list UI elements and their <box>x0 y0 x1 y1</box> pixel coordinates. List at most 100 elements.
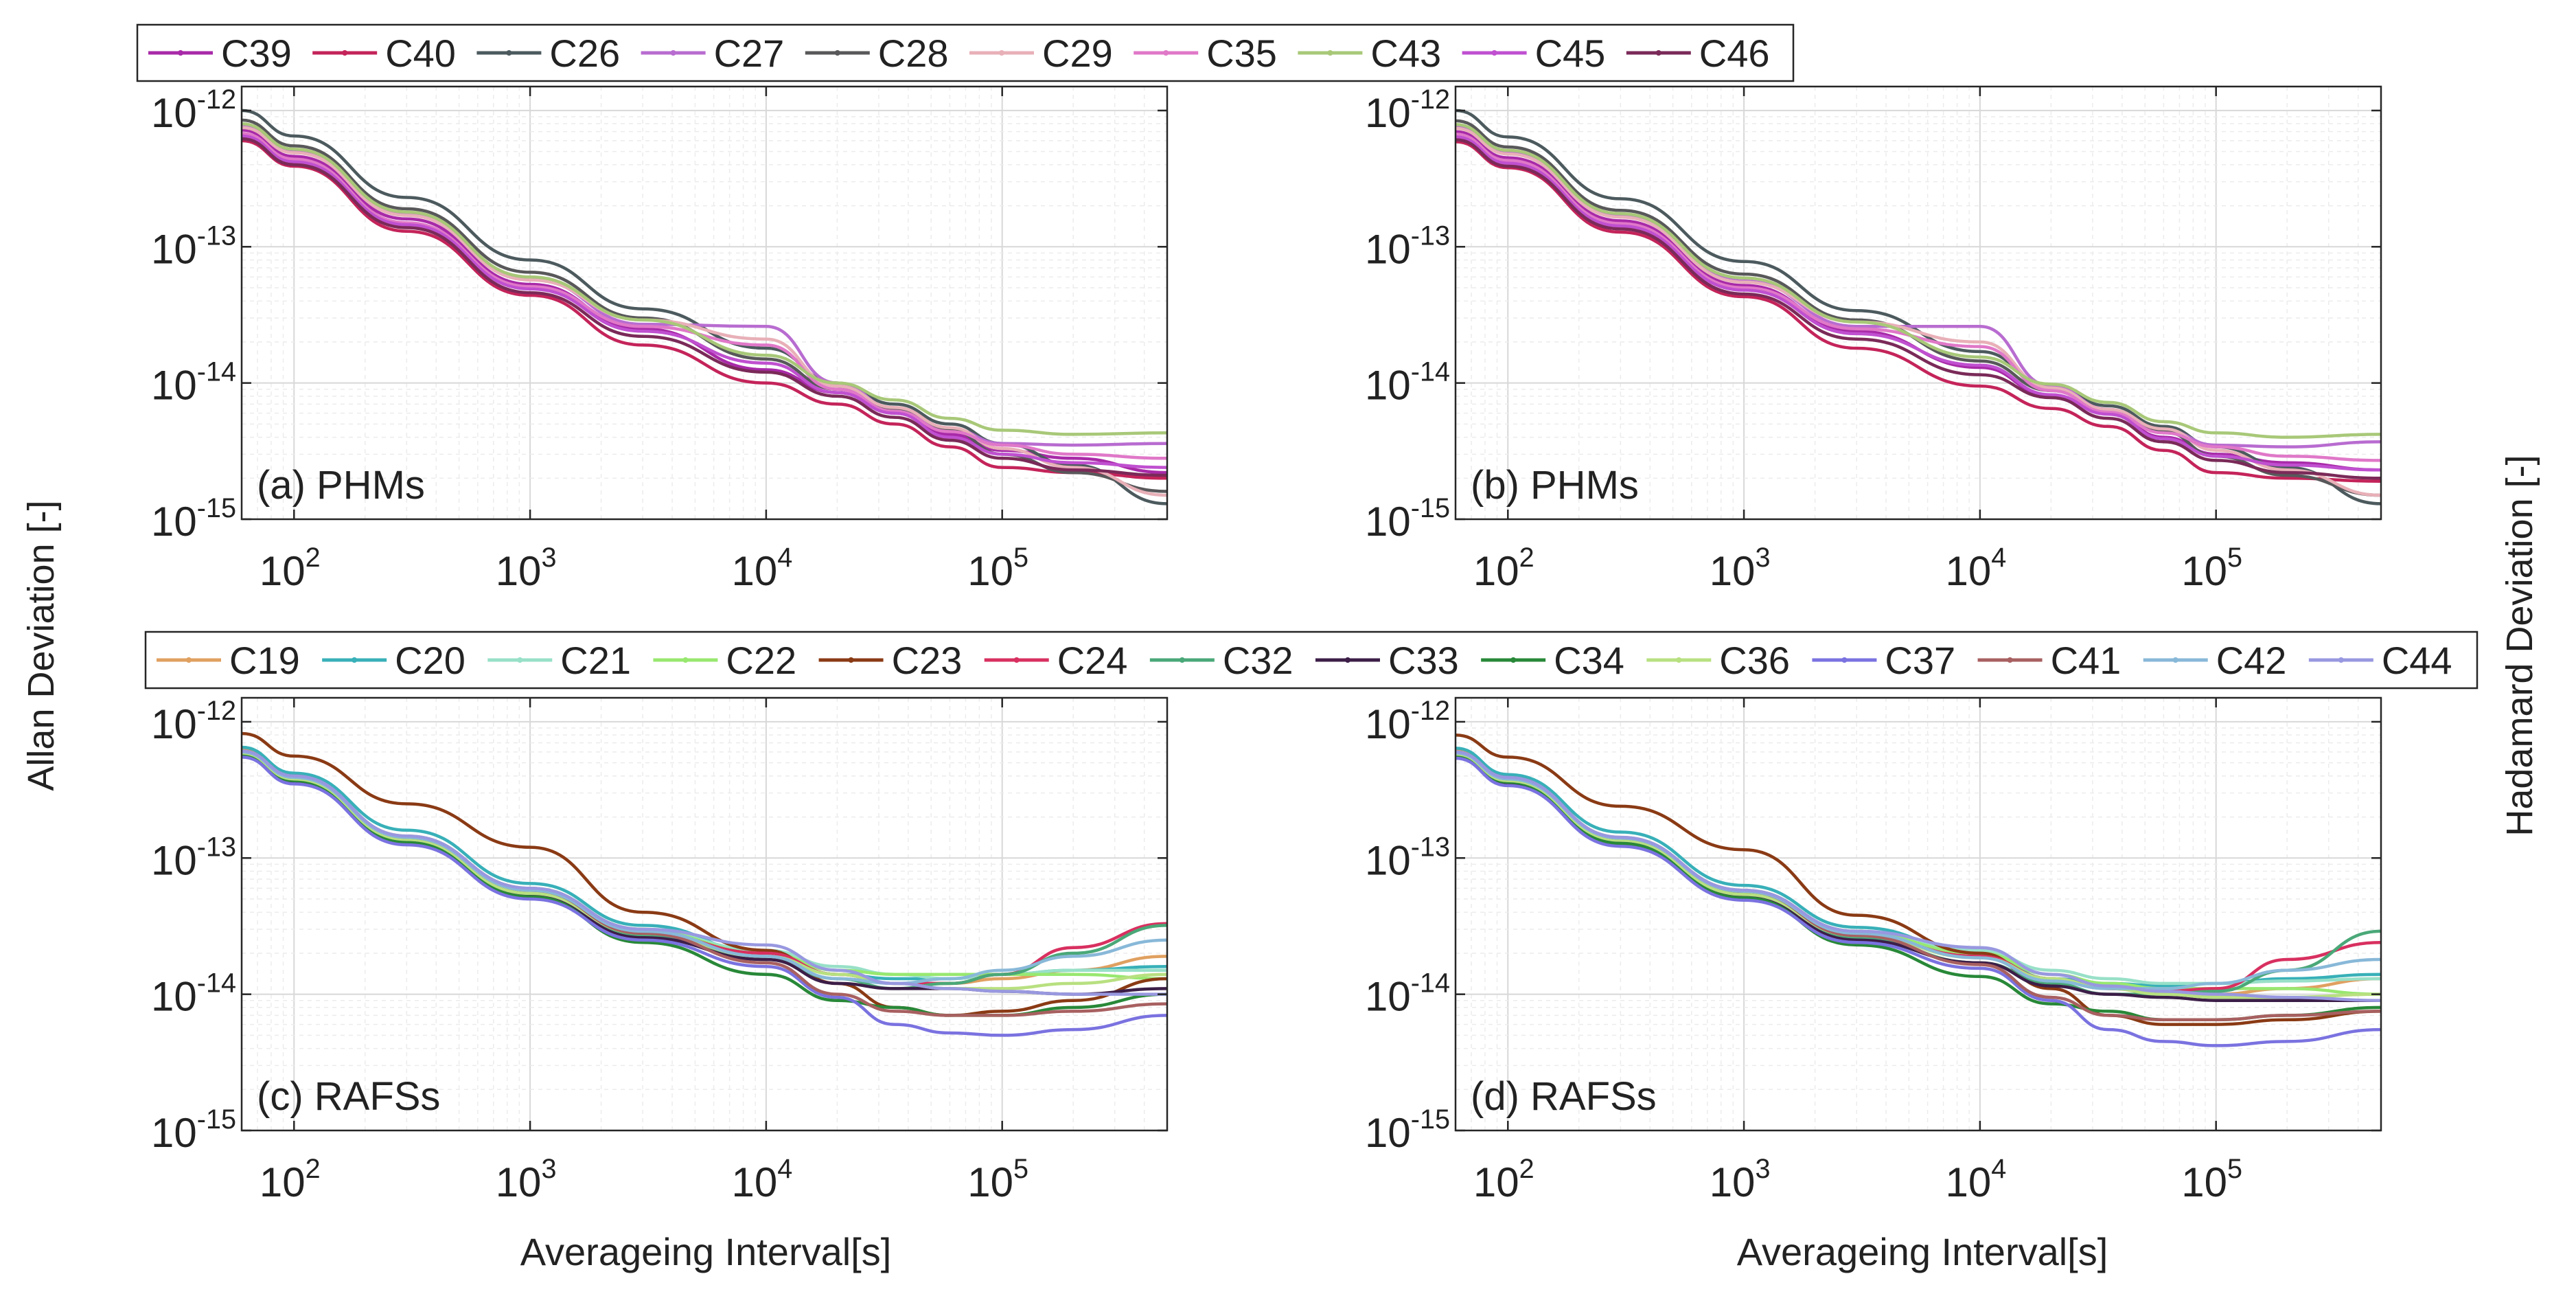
legend-marker <box>1655 50 1661 56</box>
legend-item-C43: C43 <box>1298 32 1441 75</box>
series-line-C27 <box>1456 125 2381 448</box>
legend-item-C41: C41 <box>1977 639 2121 682</box>
legend-marker <box>1163 50 1169 56</box>
x-tick-label: 102 <box>260 543 321 594</box>
series-line-C37 <box>242 755 1167 1037</box>
x-tick-label: 104 <box>1946 1154 2007 1205</box>
legend-label: C37 <box>1885 639 1955 682</box>
x-tick-label: 102 <box>260 1154 321 1205</box>
legend-item-C19: C19 <box>157 639 300 682</box>
tick-labels: 102 103 104 105 10-15 10-14 10-13 10-12 <box>151 84 1028 594</box>
legend-item-C22: C22 <box>653 639 796 682</box>
legend-item-C36: C36 <box>1646 639 1790 682</box>
series-line-C35 <box>1456 133 2381 462</box>
legend-marker <box>1013 657 1020 663</box>
legend-marker <box>506 50 512 56</box>
panel-label: (c) RAFSs <box>257 1074 440 1119</box>
legend-marker <box>999 50 1004 56</box>
legend-marker <box>682 657 689 663</box>
panel-c: 102 103 104 105 10-15 10-14 10-13 10-12 (c) RAFS… <box>151 696 1169 1205</box>
x-tick-label: 105 <box>2181 1154 2242 1205</box>
x-tick-label: 104 <box>732 1154 793 1205</box>
panel-a: 102 103 104 105 10-15 10-14 10-13 10-12 (a) PHMs <box>151 84 1169 594</box>
x-tick-label: 105 <box>967 1154 1028 1205</box>
series-line-C23 <box>242 731 1167 1017</box>
series-line-C46 <box>242 137 1167 477</box>
x-tick-label: 102 <box>1473 1154 1534 1205</box>
y-tick-label: 10-14 <box>1365 357 1450 409</box>
legend-item-C34: C34 <box>1481 639 1624 682</box>
legend-item-C21: C21 <box>487 639 631 682</box>
panel-label: (a) PHMs <box>257 463 425 508</box>
series-line-C40 <box>1456 140 2381 483</box>
series-line-C29 <box>242 126 1167 497</box>
legend-label: C34 <box>1554 639 1624 682</box>
y-tick-label: 10-12 <box>151 84 236 136</box>
y-axis-label-right: Hadamard Deviation [-] <box>2499 455 2540 836</box>
series-line-C45 <box>1456 135 2381 472</box>
legend-phm: C39 C40 C26 C27 C28 C29 C35 C43 C45 C46 <box>136 23 1795 82</box>
plots-layer: 102 103 104 105 10-15 10-14 10-13 10-12 (a) PHMs… <box>151 84 2382 1205</box>
ticks <box>242 87 1167 521</box>
x-tick-label: 105 <box>967 543 1028 594</box>
x-tick-label: 102 <box>1473 543 1534 594</box>
series-line-C44 <box>1456 750 2381 1002</box>
ticks <box>1456 698 2381 1132</box>
axes-box <box>1454 85 2382 521</box>
y-tick-label: 10-14 <box>1365 968 1450 1020</box>
legend-label: C29 <box>1042 32 1113 75</box>
legend-label: C42 <box>2216 639 2287 682</box>
y-tick-label: 10-13 <box>1365 832 1450 883</box>
legend-item-C24: C24 <box>984 639 1128 682</box>
plot-area <box>242 87 1167 519</box>
legend-marker <box>2172 657 2178 663</box>
series-line-C37 <box>1456 756 2381 1047</box>
legend-label: C24 <box>1057 639 1128 682</box>
panel-d: 102 103 104 105 10-15 10-14 10-13 10-12 (d) RAFS… <box>1365 696 2382 1205</box>
panel-label: (b) PHMs <box>1471 463 1639 508</box>
axes-box <box>240 696 1169 1132</box>
axes-box <box>1454 696 2382 1132</box>
y-tick-label: 10-15 <box>1365 1104 1450 1156</box>
legend-item-C23: C23 <box>818 639 962 682</box>
series-line-C23 <box>1456 733 2381 1026</box>
legend-item-C44: C44 <box>2308 639 2452 682</box>
x-axis-label-right: Averageing Interval[s] <box>1737 1230 2108 1273</box>
y-tick-label: 10-15 <box>1365 493 1450 545</box>
grid <box>1455 87 2382 520</box>
panel-b: 102 103 104 105 10-15 10-14 10-13 10-12 (b) PHMs <box>1365 84 2382 594</box>
legend-label: C35 <box>1206 32 1277 75</box>
x-tick-label: 103 <box>1710 1154 1771 1205</box>
panel-label: (d) RAFSs <box>1471 1074 1657 1119</box>
axes-box <box>240 85 1169 521</box>
series-line-C44 <box>242 749 1167 996</box>
series-group <box>1456 733 2381 1047</box>
legend-item-C26: C26 <box>476 32 620 75</box>
legend-marker <box>517 657 523 663</box>
legend-label: C27 <box>714 32 785 75</box>
x-tick-label: 104 <box>1946 543 2007 594</box>
y-tick-label: 10-12 <box>1365 84 1450 136</box>
y-tick-label: 10-13 <box>1365 220 1450 272</box>
series-line-C45 <box>242 134 1167 469</box>
legend-label: C26 <box>549 32 620 75</box>
legend-label: C32 <box>1223 639 1293 682</box>
legend-marker <box>1327 50 1333 56</box>
legend-label: C41 <box>2051 639 2121 682</box>
legend-marker <box>352 657 358 663</box>
plot-area <box>242 698 1167 1130</box>
legend-item-C20: C20 <box>322 639 465 682</box>
x-axis-label-left: Averageing Interval[s] <box>520 1230 892 1273</box>
legend-marker <box>342 50 348 56</box>
y-tick-label: 10-12 <box>1365 696 1450 747</box>
ticks <box>1456 87 2381 521</box>
y-axis-label-left: Allan Deviation [-] <box>21 500 62 791</box>
legend-marker <box>178 50 183 56</box>
legend-marker <box>1841 657 1848 663</box>
legend-item-C33: C33 <box>1315 639 1459 682</box>
y-tick-label: 10-14 <box>151 357 236 409</box>
series-line-C39 <box>1456 130 2381 472</box>
series-line-C35 <box>242 131 1167 460</box>
legend-marker <box>1345 657 1350 663</box>
